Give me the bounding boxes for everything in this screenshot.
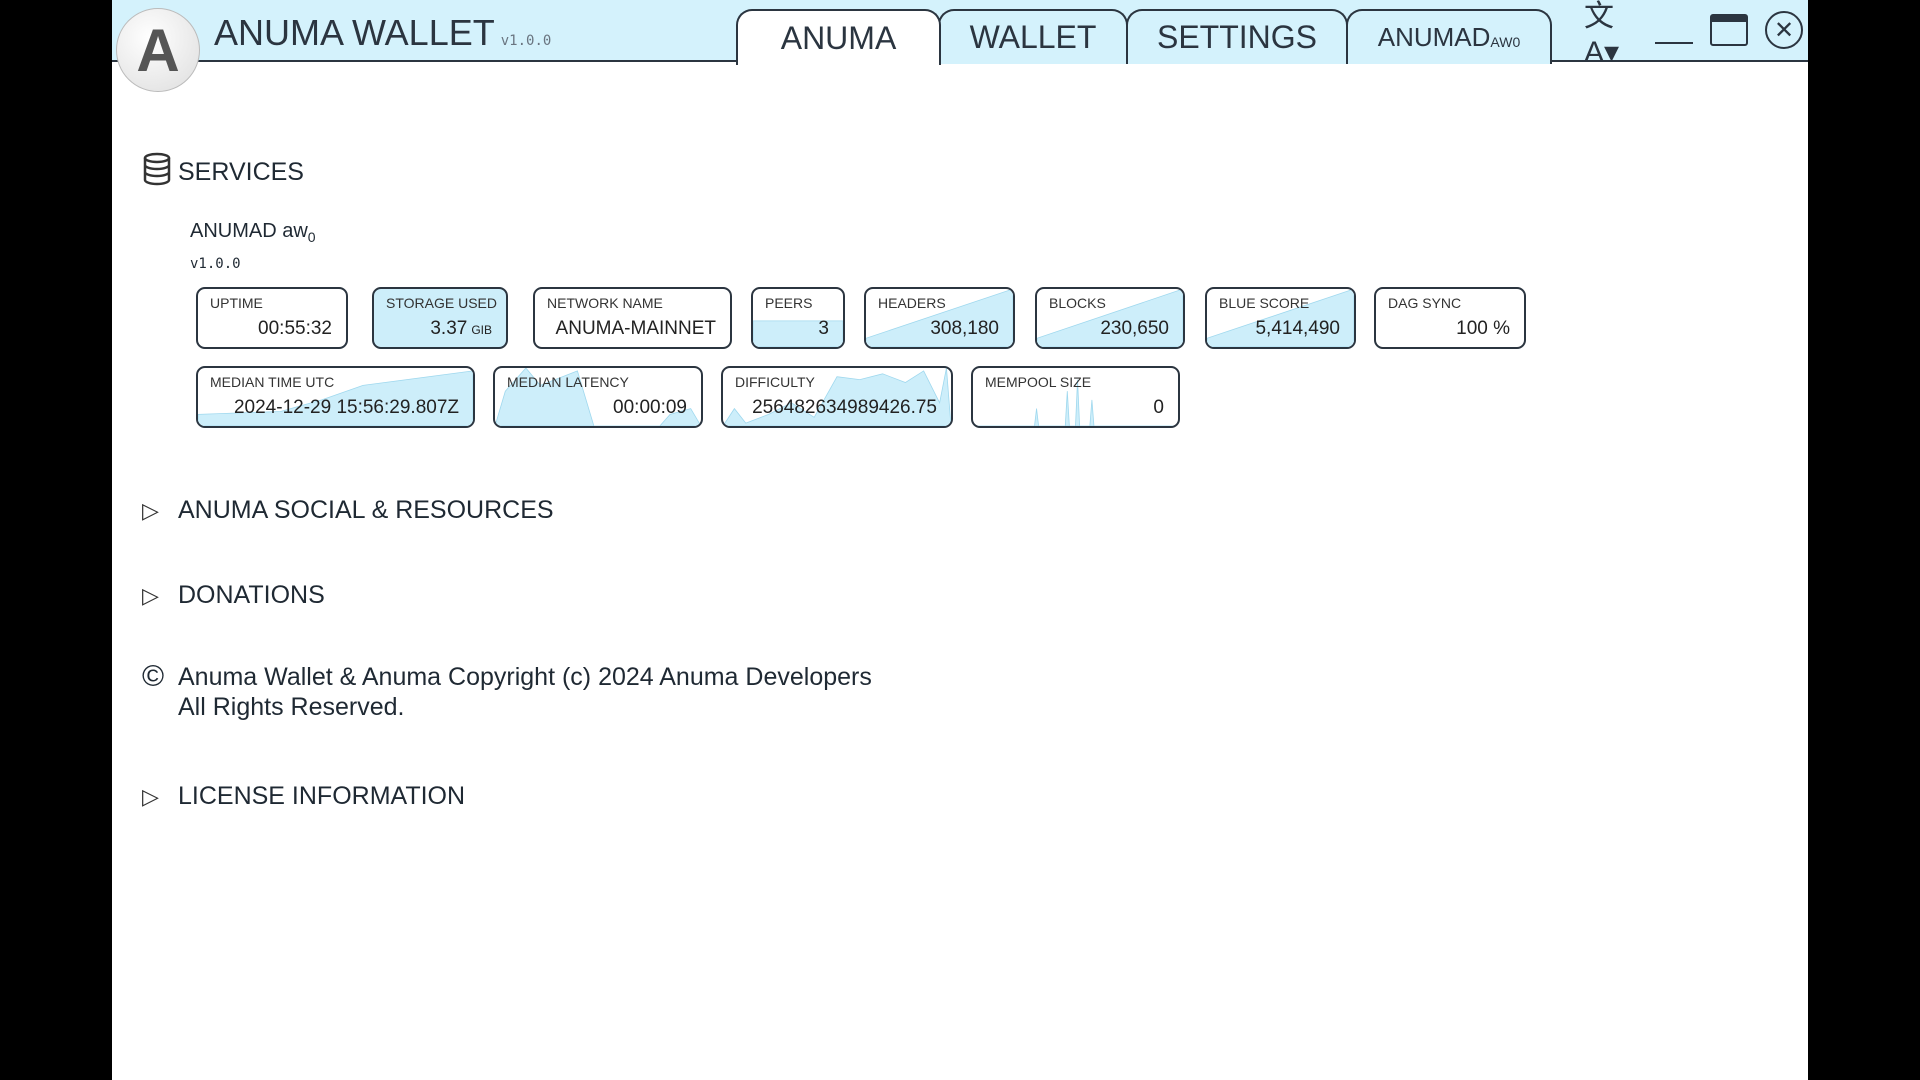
caret-right-icon: ▷ xyxy=(142,582,159,608)
copyright-icon: © xyxy=(142,660,165,693)
metric-value: 00:00:09 xyxy=(613,397,687,418)
services-header: SERVICES xyxy=(142,152,304,192)
metric-card-blue-score: BLUE SCORE 5,414,490 xyxy=(1205,287,1356,349)
metric-card-median-latency: MEDIAN LATENCY 00:00:09 xyxy=(493,366,703,428)
tab-anuma[interactable]: ANUMA xyxy=(736,9,941,65)
app-title: ANUMA WALLET v1.0.0 xyxy=(214,12,552,53)
app-window: ANUMA WALLET v1.0.0 ANUMA WALLET SETTINGS… xyxy=(112,0,1808,1080)
app-logo: A xyxy=(116,8,200,92)
sparkline xyxy=(495,368,701,426)
metric-label: UPTIME xyxy=(210,295,263,311)
close-icon[interactable]: ✕ xyxy=(1762,10,1806,50)
metric-value: 3.37 GIB xyxy=(430,318,492,339)
metric-label: MEMPOOL SIZE xyxy=(985,374,1092,390)
service-version: v1.0.0 xyxy=(190,256,241,272)
metric-value: 5,414,490 xyxy=(1255,318,1340,339)
caret-right-icon: ▷ xyxy=(142,783,159,809)
metric-value: 3 xyxy=(818,318,829,339)
metric-value: ANUMA-MAINNET xyxy=(555,318,716,339)
maximize-icon[interactable] xyxy=(1707,10,1751,50)
metric-value: 100 % xyxy=(1456,318,1510,339)
social-resources-toggle[interactable]: ▷ ANUMA SOCIAL & RESOURCES xyxy=(142,496,554,524)
sparkline xyxy=(1037,289,1183,347)
translate-icon[interactable]: 文A▾ xyxy=(1584,0,1620,69)
tab-anumad[interactable]: ANUMAD AW0 xyxy=(1346,9,1552,64)
sparkline xyxy=(973,368,1178,426)
donations-toggle[interactable]: ▷ DONATIONS xyxy=(142,581,325,609)
metric-label: MEDIAN TIME UTC xyxy=(210,374,335,390)
sparkline xyxy=(1207,289,1354,347)
metric-label: PEERS xyxy=(765,295,813,311)
tab-wallet[interactable]: WALLET xyxy=(938,9,1128,64)
metric-label: NETWORK NAME xyxy=(547,295,663,311)
metric-card-headers: HEADERS 308,180 xyxy=(864,287,1015,349)
caret-right-icon: ▷ xyxy=(142,497,159,523)
metric-label: DIFFICULTY xyxy=(735,374,815,390)
copyright-notice: © Anuma Wallet & Anuma Copyright (c) 2024… xyxy=(142,660,872,722)
metric-value: 2024-12-29 15:56:29.807Z xyxy=(233,397,459,418)
metric-card-storage-used: STORAGE USED 3.37 GIB xyxy=(372,287,508,349)
metric-label: STORAGE USED xyxy=(386,295,497,311)
app-version: v1.0.0 xyxy=(500,33,552,49)
database-icon xyxy=(142,152,178,192)
sparkline xyxy=(723,368,951,426)
license-information-toggle[interactable]: ▷ LICENSE INFORMATION xyxy=(142,782,466,810)
sparkline xyxy=(866,289,1013,347)
minimize-icon[interactable] xyxy=(1652,10,1696,50)
metric-card-dag-sync: DAG SYNC 100 % xyxy=(1374,287,1526,349)
metric-value: 256482634989426.75 xyxy=(752,397,937,418)
tab-settings[interactable]: SETTINGS xyxy=(1126,9,1348,64)
sparkline xyxy=(198,368,473,426)
metric-value: 0 xyxy=(1153,397,1164,418)
metric-value: 00:55:32 xyxy=(258,318,332,339)
metric-label: HEADERS xyxy=(878,295,946,311)
title-bar: ANUMA WALLET v1.0.0 ANUMA WALLET SETTINGS… xyxy=(112,0,1808,69)
sparkline xyxy=(753,289,843,347)
metric-label: BLOCKS xyxy=(1049,295,1106,311)
metric-value: 308,180 xyxy=(930,318,999,339)
metric-label: BLUE SCORE xyxy=(1219,295,1310,311)
metric-card-median-time-utc: MEDIAN TIME UTC 2024-12-29 15:56:29.807Z xyxy=(196,366,475,428)
metric-card-network-name: NETWORK NAME ANUMA-MAINNET xyxy=(533,287,732,349)
metric-label: DAG SYNC xyxy=(1388,295,1462,311)
metric-label: MEDIAN LATENCY xyxy=(507,374,629,390)
metric-card-difficulty: DIFFICULTY 256482634989426.75 xyxy=(721,366,953,428)
metric-value: 230,650 xyxy=(1100,318,1169,339)
metric-card-blocks: BLOCKS 230,650 xyxy=(1035,287,1185,349)
metric-card-peers: PEERS 3 xyxy=(751,287,845,349)
metric-card-mempool-size: MEMPOOL SIZE 0 xyxy=(971,366,1180,428)
service-name: ANUMAD aw0 xyxy=(190,220,316,245)
metric-card-uptime: UPTIME 00:55:32 xyxy=(196,287,348,349)
